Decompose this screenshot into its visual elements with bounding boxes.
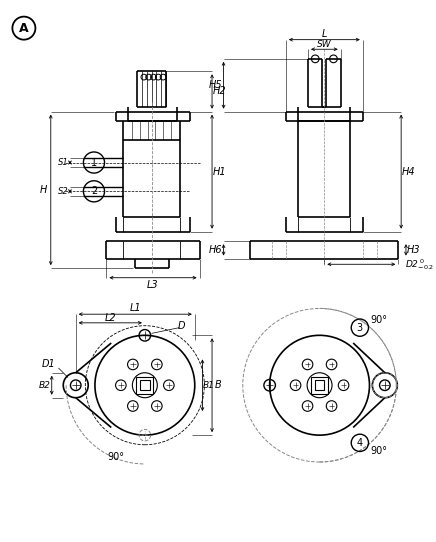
Text: B: B (215, 380, 221, 390)
Text: 2: 2 (91, 186, 97, 196)
Text: S1: S1 (58, 158, 68, 167)
Text: B1: B1 (202, 380, 214, 390)
Bar (315, 380, 324, 390)
Text: 3: 3 (357, 322, 363, 333)
Text: H: H (39, 185, 47, 195)
Text: L: L (322, 29, 327, 39)
Text: L3: L3 (147, 280, 159, 291)
Bar (136, 377, 153, 394)
Text: L2: L2 (105, 313, 116, 323)
Text: H6: H6 (209, 245, 223, 255)
Text: D2$^{\ 0}_{-0.2}$: D2$^{\ 0}_{-0.2}$ (405, 257, 434, 272)
Text: H1: H1 (213, 166, 227, 177)
Text: 90°: 90° (108, 452, 125, 462)
Bar (311, 377, 328, 394)
Text: A: A (19, 22, 29, 35)
Text: SW: SW (317, 40, 332, 49)
Text: D: D (177, 321, 185, 331)
Text: 1: 1 (91, 158, 97, 167)
Text: S2: S2 (58, 187, 68, 196)
Text: D1: D1 (42, 359, 56, 369)
Text: H2: H2 (213, 87, 227, 96)
Text: B2: B2 (39, 380, 51, 390)
Text: 90°: 90° (371, 446, 388, 455)
Text: H4: H4 (402, 166, 416, 177)
Bar (140, 380, 150, 390)
Text: H5: H5 (209, 80, 223, 91)
Text: L1: L1 (129, 304, 141, 313)
Text: 4: 4 (357, 438, 363, 448)
Text: H3: H3 (407, 245, 420, 255)
Text: 90°: 90° (371, 315, 388, 325)
